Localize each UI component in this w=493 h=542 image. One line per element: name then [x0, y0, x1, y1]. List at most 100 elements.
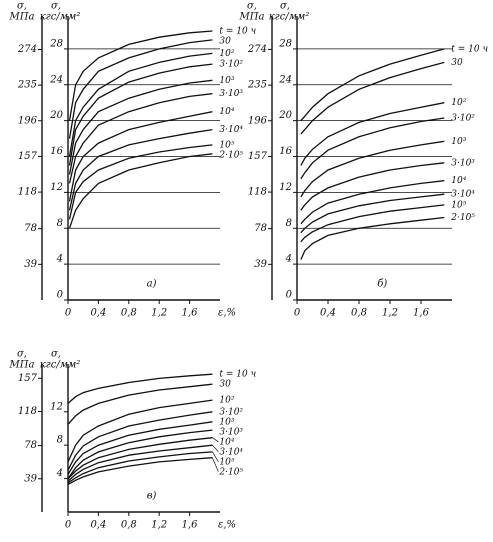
curve-label: 30 — [219, 380, 231, 390]
y-axis-label: σ, — [51, 349, 61, 360]
creep-curve — [68, 153, 213, 229]
curve-label: 2·10⁵ — [218, 150, 243, 160]
y2-tick-label: 118 — [248, 187, 267, 198]
x-tick-label: 0,8 — [121, 308, 137, 319]
x-tick-label: 1,6 — [182, 520, 199, 531]
curve-label: t = 10 ч — [451, 44, 488, 54]
y-tick-label: 4 — [56, 468, 63, 479]
curve-label: 3·10³ — [219, 427, 243, 437]
y-axis-label: σ, — [51, 1, 61, 12]
curve-label: 3·10³ — [451, 158, 475, 168]
creep-curve — [68, 79, 213, 175]
y2-tick-label: 78 — [24, 223, 37, 234]
curve-label: 3·10³ — [219, 89, 243, 99]
x-tick-label: 1,6 — [413, 308, 430, 319]
creep-curve — [68, 111, 213, 202]
y-axis-label: кгс/мм² — [40, 12, 81, 23]
x-tick-label: 0 — [294, 308, 301, 319]
curve-label: 10⁵ — [219, 457, 234, 467]
creep-curve — [300, 48, 445, 122]
y2-tick-label: 39 — [24, 259, 37, 270]
curve-label: 10² — [219, 49, 234, 59]
panel-label: б) — [377, 279, 387, 290]
creep-curve — [67, 451, 213, 484]
curve-label: 10² — [219, 396, 234, 406]
x-tick-label: 1,2 — [151, 520, 167, 531]
y2-axis-label: σ, — [17, 349, 27, 360]
creep-curve — [67, 457, 213, 485]
creep-curve — [68, 144, 213, 220]
creep-curve — [67, 429, 213, 479]
y2-tick-label: 39 — [24, 473, 37, 484]
y2-tick-label: 157 — [18, 373, 38, 384]
creep-curve — [67, 444, 213, 482]
creep-curve — [300, 216, 445, 260]
y2-axis-label: σ, — [247, 1, 257, 12]
y-tick-label: 4 — [56, 254, 63, 265]
y-tick-label: 12 — [50, 182, 63, 193]
creep-curve — [300, 61, 445, 135]
curve-label: 10⁵ — [219, 140, 234, 150]
y-tick-label: 8 — [57, 218, 63, 229]
y-axis-label: σ, — [280, 1, 290, 12]
creep-curve — [68, 39, 213, 139]
y-tick-label: 8 — [57, 435, 63, 446]
y2-tick-label: 274 — [247, 44, 267, 55]
x-axis-label: ε,% — [218, 520, 236, 531]
curve-label: 10⁴ — [451, 176, 466, 186]
curve-label: 10⁵ — [451, 200, 466, 210]
x-tick-label: 1,6 — [182, 308, 199, 319]
panel-label: а) — [147, 279, 157, 290]
curve-label: 10⁴ — [219, 107, 234, 117]
y2-axis-label: МПа — [9, 360, 35, 371]
creep-curve — [300, 180, 445, 225]
creep-curve — [67, 399, 213, 463]
y2-tick-label: 118 — [18, 187, 37, 198]
x-tick-label: 1,2 — [382, 308, 398, 319]
y-tick-label: 16 — [50, 146, 63, 157]
curve-label: 2·10⁵ — [218, 467, 243, 477]
x-tick-label: 0 — [65, 520, 72, 531]
y-tick-label: 28 — [49, 38, 63, 49]
curve-label: 3·10² — [219, 407, 243, 417]
leader-line — [212, 457, 219, 472]
creep-curve — [300, 204, 445, 243]
x-tick-label: 0,8 — [351, 308, 367, 319]
panel-label: в) — [147, 491, 157, 502]
creep-curve — [300, 102, 445, 166]
curve-label: 30 — [219, 36, 231, 46]
curve-label: 3·10² — [451, 113, 475, 123]
y2-axis-label: МПа — [239, 12, 265, 23]
curve-label: 3·10⁴ — [451, 190, 475, 200]
creep-curve — [68, 52, 213, 157]
y-axis-label: кгс/мм² — [269, 12, 310, 23]
y-tick-label: 4 — [285, 254, 292, 265]
y-tick-label: 0 — [57, 290, 64, 301]
y-tick-label: 28 — [278, 38, 292, 49]
curve-label: 30 — [451, 58, 463, 68]
y2-tick-label: 118 — [18, 406, 37, 417]
y2-tick-label: 235 — [17, 80, 37, 91]
creep-curve — [67, 421, 213, 475]
x-tick-label: 0,8 — [121, 520, 137, 531]
y2-tick-label: 157 — [18, 151, 38, 162]
y2-axis-label: МПа — [9, 12, 35, 23]
curve-label: t = 10 ч — [219, 370, 256, 380]
creep-curve — [67, 437, 213, 480]
y-tick-label: 24 — [49, 74, 63, 85]
leader-line — [212, 444, 219, 453]
creep-curve — [67, 383, 213, 425]
creep-curve — [68, 93, 213, 184]
y2-tick-label: 157 — [248, 151, 268, 162]
creep-curve — [68, 128, 213, 211]
y2-tick-label: 274 — [17, 44, 37, 55]
y-tick-label: 8 — [286, 218, 292, 229]
y-tick-label: 0 — [286, 290, 293, 301]
y2-tick-label: 196 — [248, 115, 268, 126]
creep-curve — [300, 140, 445, 198]
curve-label: 10³ — [219, 417, 234, 427]
y-tick-label: 24 — [278, 74, 292, 85]
leader-line — [212, 437, 219, 443]
creep-curve — [300, 193, 445, 234]
